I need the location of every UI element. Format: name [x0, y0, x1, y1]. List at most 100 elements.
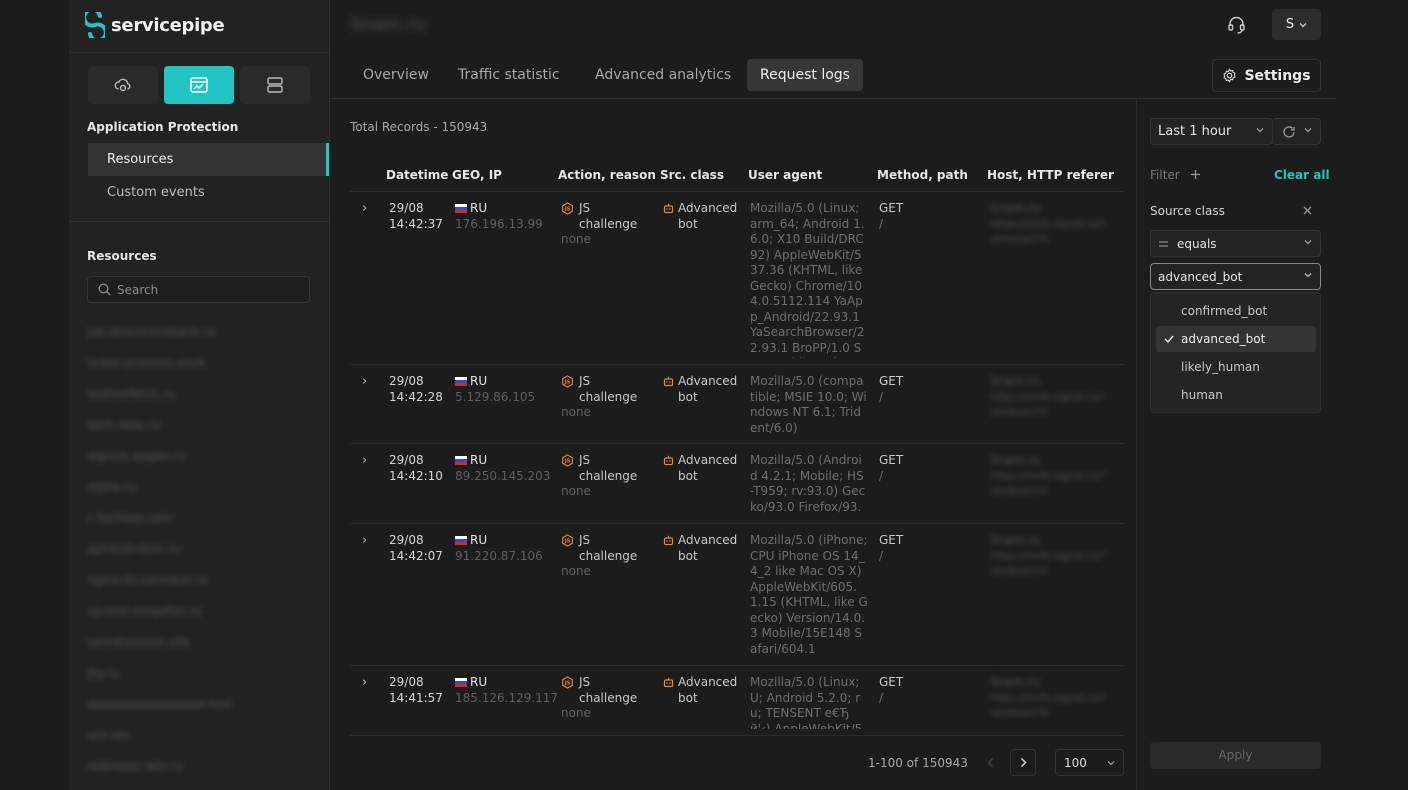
- table-row[interactable]: › 29/08 14:42:37 RU 176.196.13.99 JS JS challen…: [350, 192, 1124, 365]
- chevron-down-icon: [1107, 761, 1115, 766]
- row-host: Snam.ru https://tsnfo.signal.ru/?utmbua17…: [990, 201, 1110, 248]
- nav-item-custom-events[interactable]: Custom events: [107, 185, 205, 200]
- tab-advanced-analytics[interactable]: Advanced analytics: [595, 67, 732, 83]
- row-src-class-2: bot: [678, 216, 698, 231]
- flag-ru-icon: [455, 377, 467, 386]
- table-row[interactable]: › 29/08 14:42:07 RU 91.220.87.106 JS JS challen…: [350, 524, 1124, 666]
- resource-item[interactable]: job.directclickbank.ru: [87, 325, 217, 339]
- support-headset-icon[interactable]: [1227, 15, 1246, 35]
- resource-item[interactable]: xp-test.megafon.ru: [87, 604, 203, 618]
- resource-item[interactable]: testinefetch.ru: [87, 387, 176, 401]
- option-advanced-bot[interactable]: advanced_bot: [1156, 326, 1316, 352]
- tab-traffic-statistic[interactable]: Traffic statistic: [458, 67, 560, 83]
- nav-item-resources[interactable]: Resources: [88, 143, 329, 176]
- row-date: 29/08: [389, 533, 424, 547]
- resource-search-input[interactable]: Search: [87, 276, 310, 303]
- chevron-down-icon: [1256, 128, 1264, 133]
- time-range-select[interactable]: Last 1 hour: [1150, 118, 1273, 145]
- expand-row-icon[interactable]: ›: [362, 533, 368, 548]
- row-method-value: GET: [879, 453, 904, 467]
- option-human[interactable]: human: [1181, 388, 1223, 402]
- resource-item[interactable]: tech.rene.ru: [87, 418, 161, 432]
- col-action-reason[interactable]: Action, reason: [558, 168, 656, 182]
- row-country: RU: [470, 533, 488, 547]
- option-label: advanced_bot: [1181, 332, 1266, 346]
- row-host: Snam.ru https://tsnfo.signal.ru/?utmbua17…: [990, 675, 1110, 722]
- expand-row-icon[interactable]: ›: [362, 201, 368, 216]
- row-path: /: [879, 389, 884, 404]
- row-ip[interactable]: 89.250.145.203: [455, 468, 551, 483]
- resource-item[interactable]: jhy.ru: [87, 666, 120, 680]
- col-host-referer[interactable]: Host, HTTP referer: [987, 168, 1114, 182]
- mode-application-button[interactable]: [164, 66, 234, 104]
- tab-request-logs[interactable]: Request logs: [747, 59, 863, 91]
- resource-item[interactable]: samatsexpot.site: [87, 635, 191, 649]
- divider: [69, 52, 330, 53]
- row-path: /: [879, 548, 884, 563]
- flag-ru-icon: [455, 536, 467, 545]
- js-challenge-icon: JS: [562, 375, 573, 388]
- page-size-select[interactable]: 100: [1055, 749, 1124, 776]
- col-geo-ip[interactable]: GEO, IP: [452, 168, 502, 182]
- brand-logo[interactable]: servicepipe: [85, 12, 225, 38]
- row-ip[interactable]: 185.126.129.117: [455, 690, 559, 705]
- chevron-down-icon: [1299, 22, 1307, 27]
- total-records: Total Records - 150943: [350, 120, 488, 134]
- col-datetime[interactable]: Datetime: [386, 168, 449, 182]
- section-title: Application Protection: [87, 120, 239, 134]
- col-user-agent[interactable]: User agent: [748, 168, 823, 182]
- settings-button[interactable]: Settings: [1212, 59, 1321, 92]
- mode-cloud-button[interactable]: [88, 66, 158, 104]
- row-country: RU: [470, 374, 488, 388]
- tab-overview[interactable]: Overview: [363, 67, 429, 83]
- table-row[interactable]: › 29/08 14:42:10 RU 89.250.145.203 JS JS challe…: [350, 444, 1124, 524]
- row-src-class-1: Advanced: [678, 374, 738, 388]
- apply-button[interactable]: Apply: [1150, 742, 1321, 769]
- table-row[interactable]: › 29/08 14:41:57 RU 185.126.129.117 JS JS chall…: [350, 666, 1124, 736]
- col-method-path[interactable]: Method, path: [877, 168, 968, 182]
- resource-item[interactable]: aaaaaaaaaaaaaaaa-hvd: [87, 697, 232, 711]
- clear-all-link[interactable]: Clear all: [1274, 168, 1330, 182]
- svg-text:JS: JS: [564, 459, 571, 465]
- row-ip[interactable]: 5.129.86.105: [455, 389, 536, 404]
- resource-item[interactable]: ticket.protests.work: [87, 356, 206, 370]
- operator-select[interactable]: equals: [1150, 230, 1321, 257]
- prev-page-button[interactable]: [977, 749, 1003, 776]
- table-row[interactable]: › 29/08 14:42:28 RU 5.129.86.105 JS JS challeng…: [350, 365, 1124, 444]
- row-referer: https://tsnfo.signal.ru/?utmbua174: [990, 391, 1106, 419]
- row-user-agent: Mozilla/5.0 (iPhone; CPU iPhone OS 14_4_…: [750, 533, 868, 656]
- row-date: 29/08: [389, 453, 424, 467]
- row-datetime: 29/08 14:41:57: [389, 675, 443, 706]
- expand-row-icon[interactable]: ›: [362, 374, 368, 389]
- row-src-class-1: Advanced: [678, 201, 738, 215]
- mode-server-button[interactable]: [240, 66, 310, 104]
- resource-item[interactable]: relbreezz.wts.ru: [87, 759, 183, 773]
- divider: [69, 221, 330, 222]
- resource-item[interactable]: apt-b2b.dom.ru: [87, 542, 181, 556]
- row-datetime: 29/08 14:42:07: [389, 533, 443, 564]
- value-select[interactable]: advanced_bot: [1150, 263, 1321, 290]
- col-src-class[interactable]: Src. class: [660, 168, 725, 182]
- refresh-button[interactable]: [1272, 118, 1321, 145]
- user-menu-button[interactable]: S: [1272, 9, 1321, 40]
- row-date: 29/08: [389, 374, 424, 388]
- resource-item[interactable]: sxx.sss: [87, 728, 131, 742]
- row-ip[interactable]: 91.220.87.106: [455, 548, 543, 563]
- expand-row-icon[interactable]: ›: [362, 453, 368, 468]
- add-filter-icon[interactable]: [1190, 169, 1201, 180]
- row-datetime: 29/08 14:42:10: [389, 453, 443, 484]
- resource-item[interactable]: c.tochkas.com: [87, 511, 174, 525]
- next-page-button[interactable]: [1010, 749, 1036, 776]
- expand-row-icon[interactable]: ›: [362, 675, 368, 690]
- row-action-type: JS: [579, 201, 591, 215]
- filter-field-label: Source class: [1150, 204, 1225, 218]
- option-confirmed-bot[interactable]: confirmed_bot: [1181, 304, 1268, 318]
- svg-text:JS: JS: [564, 380, 571, 386]
- row-src-class-1: Advanced: [678, 453, 738, 467]
- resource-item[interactable]: signois.aogan.ru: [87, 449, 187, 463]
- close-icon[interactable]: [1303, 206, 1312, 215]
- resource-item[interactable]: xtphs.ru: [87, 480, 137, 494]
- resource-item[interactable]: nginx-tb.samokat.ru: [87, 573, 209, 587]
- option-likely-human[interactable]: likely_human: [1181, 360, 1260, 374]
- row-ip[interactable]: 176.196.13.99: [455, 216, 543, 231]
